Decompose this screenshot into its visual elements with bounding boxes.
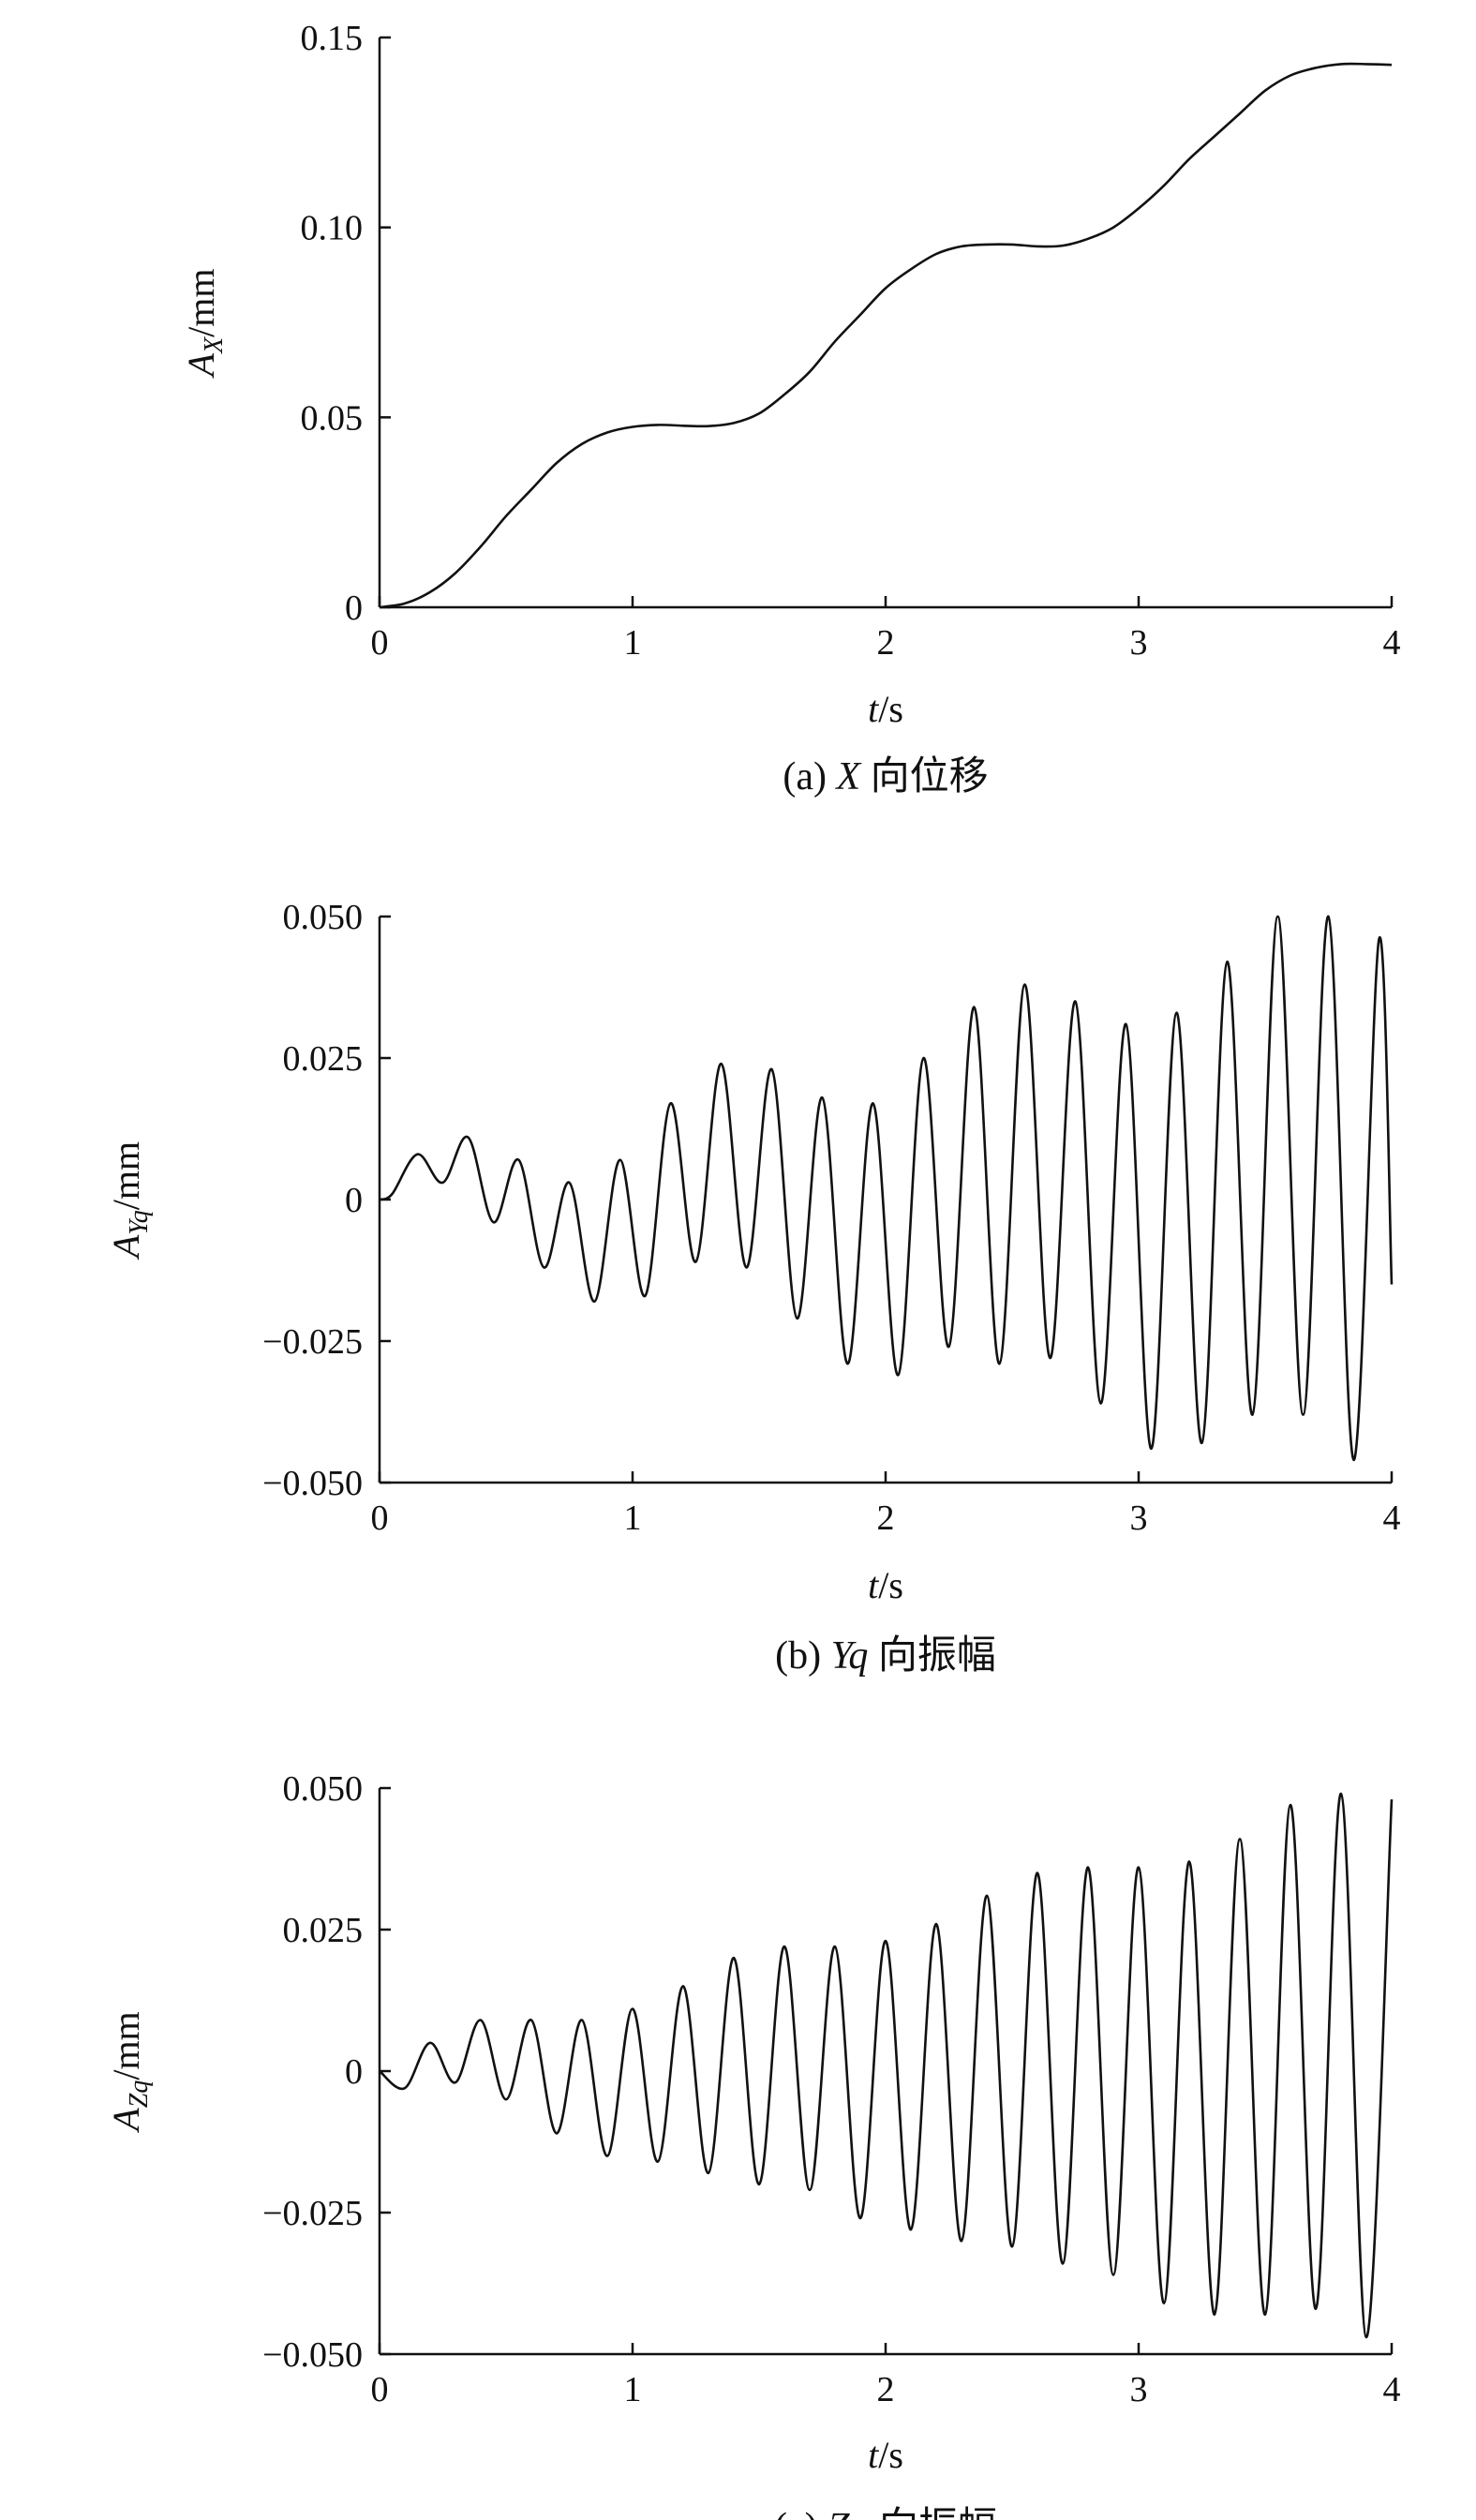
x-tick-label: 0 — [371, 2370, 389, 2409]
series-line — [379, 62, 1393, 609]
y-tick-label: 0.050 — [283, 898, 364, 937]
x-tick-label: 4 — [1383, 1499, 1401, 1538]
y-tick-label: 0.10 — [301, 209, 364, 248]
x-tick-label: 2 — [877, 2370, 895, 2409]
y-tick-label: −0.025 — [262, 1322, 363, 1362]
y-tick-label: 0 — [345, 1181, 363, 1220]
y-tick-label: 0.05 — [301, 398, 364, 438]
panel-caption: (c) Zq 向振幅 — [774, 2506, 997, 2520]
series-line — [379, 915, 1394, 1462]
y-tick-label: −0.050 — [262, 2335, 363, 2375]
x-tick-label: 2 — [877, 623, 895, 663]
panel-a-x-displacement: 0 1 2 3 4 0 0.05 0.10 0.15 t/s AX/mm (a) X 向位移 — [180, 19, 1401, 798]
series-line — [379, 1792, 1394, 2339]
panel-b-yq-amplitude: 0 1 2 3 4 −0.050 −0.025 0 0.025 0.050 t/s AYq/mm (b)… — [105, 898, 1401, 1678]
panel-caption: (a) X 向位移 — [783, 754, 988, 798]
x-tick-label: 1 — [624, 623, 642, 663]
x-tick-label: 0 — [371, 1499, 389, 1538]
x-tick-label: 3 — [1130, 623, 1148, 663]
x-tick-label: 1 — [624, 2370, 642, 2409]
y-tick-label: 0 — [345, 589, 363, 628]
x-axis-label: t/s — [868, 2434, 903, 2476]
y-tick-label: 0.025 — [283, 1911, 364, 1950]
y-tick-label: 0.15 — [301, 19, 364, 58]
x-tick-label: 4 — [1383, 623, 1401, 663]
y-tick-label: −0.050 — [262, 1464, 363, 1503]
y-axis-label: AX/mm — [180, 269, 229, 380]
panel-c-zq-amplitude: 0 1 2 3 4 −0.050 −0.025 0 0.025 0.050 t/s AZq/mm (c)… — [105, 1769, 1401, 2520]
x-tick-label: 0 — [371, 623, 389, 663]
x-tick-label: 4 — [1383, 2370, 1401, 2409]
x-tick-label: 3 — [1130, 1499, 1148, 1538]
x-axis-label: t/s — [868, 1564, 903, 1606]
y-tick-label: 0.025 — [283, 1039, 364, 1079]
y-tick-label: −0.025 — [262, 2194, 363, 2233]
x-axis-label: t/s — [868, 688, 903, 730]
y-axis-label: AZq/mm — [105, 2011, 154, 2133]
x-tick-label: 3 — [1130, 2370, 1148, 2409]
y-tick-label: 0.050 — [283, 1769, 364, 1809]
y-tick-label: 0 — [345, 2052, 363, 2092]
x-tick-label: 2 — [877, 1499, 895, 1538]
y-axis-label: AYq/mm — [105, 1141, 154, 1260]
panel-caption: (b) Yq 向振幅 — [775, 1634, 996, 1678]
x-tick-label: 1 — [624, 1499, 642, 1538]
